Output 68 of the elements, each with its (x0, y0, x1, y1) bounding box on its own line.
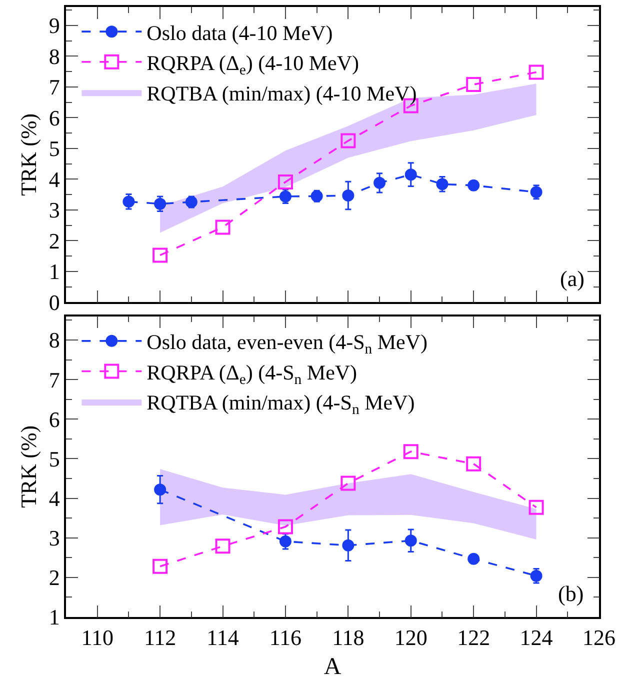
point (528, 500, 544, 515)
point (278, 519, 293, 534)
point (215, 220, 230, 235)
legend-label: Oslo data (4-10 MeV) (146, 20, 333, 45)
y-tick-label: 5 (48, 446, 60, 472)
legend-label: Oslo data, even-even (4-S$_{n}$ MeV) (146, 330, 428, 358)
point (310, 190, 323, 202)
y-tick-label: 2 (48, 228, 60, 254)
y-tick-label: 4 (48, 486, 60, 511)
x-tick-label: 118 (332, 625, 364, 650)
y-tick-label: 9 (48, 13, 60, 38)
point (278, 174, 293, 190)
x-tick-label: 114 (206, 625, 239, 650)
legend-label: RQTBA (min/max) (4-S$_{n}$ MeV) (146, 390, 415, 418)
x-tick-label: 112 (144, 625, 176, 650)
y-axis-title: TRK (%) (16, 425, 42, 508)
y-tick-label: 5 (48, 136, 60, 162)
point (374, 176, 386, 189)
point (404, 168, 417, 181)
point (342, 190, 354, 202)
point (528, 64, 544, 80)
point (404, 534, 417, 547)
point (185, 196, 198, 208)
y-tick-label: 7 (48, 74, 60, 100)
point (466, 456, 482, 472)
x-tick-label: 126 (582, 625, 616, 650)
point (468, 552, 480, 565)
point (403, 444, 418, 460)
legend-label: RQRPA (Δ$_{e}$) (4-S$_{n}$ MeV) (146, 360, 358, 388)
point (154, 484, 166, 496)
point (468, 179, 480, 192)
point (279, 535, 292, 548)
y-tick-label: 3 (48, 198, 60, 223)
point (340, 133, 356, 148)
x-tick-label: 116 (269, 625, 302, 650)
point (122, 196, 135, 208)
legend-label: RQTBA (min/max) (4-10 MeV) (146, 81, 417, 106)
annotation: (b) (558, 581, 584, 606)
point (436, 178, 448, 190)
point (152, 558, 168, 574)
x-tick-label: 122 (457, 625, 490, 650)
annotation: (a) (560, 266, 584, 291)
legend-label: RQRPA (Δ$_{e}$) (4-10 MeV) (146, 51, 360, 78)
x-tick-label: 110 (81, 625, 114, 650)
y-tick-label: 6 (48, 105, 60, 130)
point (279, 190, 292, 202)
y-tick-label: 6 (48, 406, 60, 432)
point (530, 186, 542, 198)
y-tick-label: 0 (48, 290, 60, 315)
x-axis-title: A (324, 654, 342, 680)
y-tick-label: 8 (48, 328, 60, 353)
point (215, 538, 230, 554)
point (340, 476, 356, 491)
point (530, 570, 542, 582)
point (154, 198, 166, 210)
point (342, 539, 354, 552)
y-axis-title: TRK (%) (16, 113, 42, 196)
y-tick-label: 4 (48, 166, 60, 192)
point (152, 248, 168, 263)
point (466, 77, 482, 92)
y-tick-label: 8 (48, 44, 60, 69)
y-tick-label: 7 (48, 367, 60, 392)
x-tick-label: 124 (520, 625, 553, 650)
y-tick-label: 2 (48, 565, 60, 590)
y-tick-label: 1 (48, 259, 60, 284)
y-tick-label: 1 (48, 604, 60, 630)
x-tick-label: 120 (394, 625, 428, 650)
y-tick-label: 3 (48, 526, 60, 551)
